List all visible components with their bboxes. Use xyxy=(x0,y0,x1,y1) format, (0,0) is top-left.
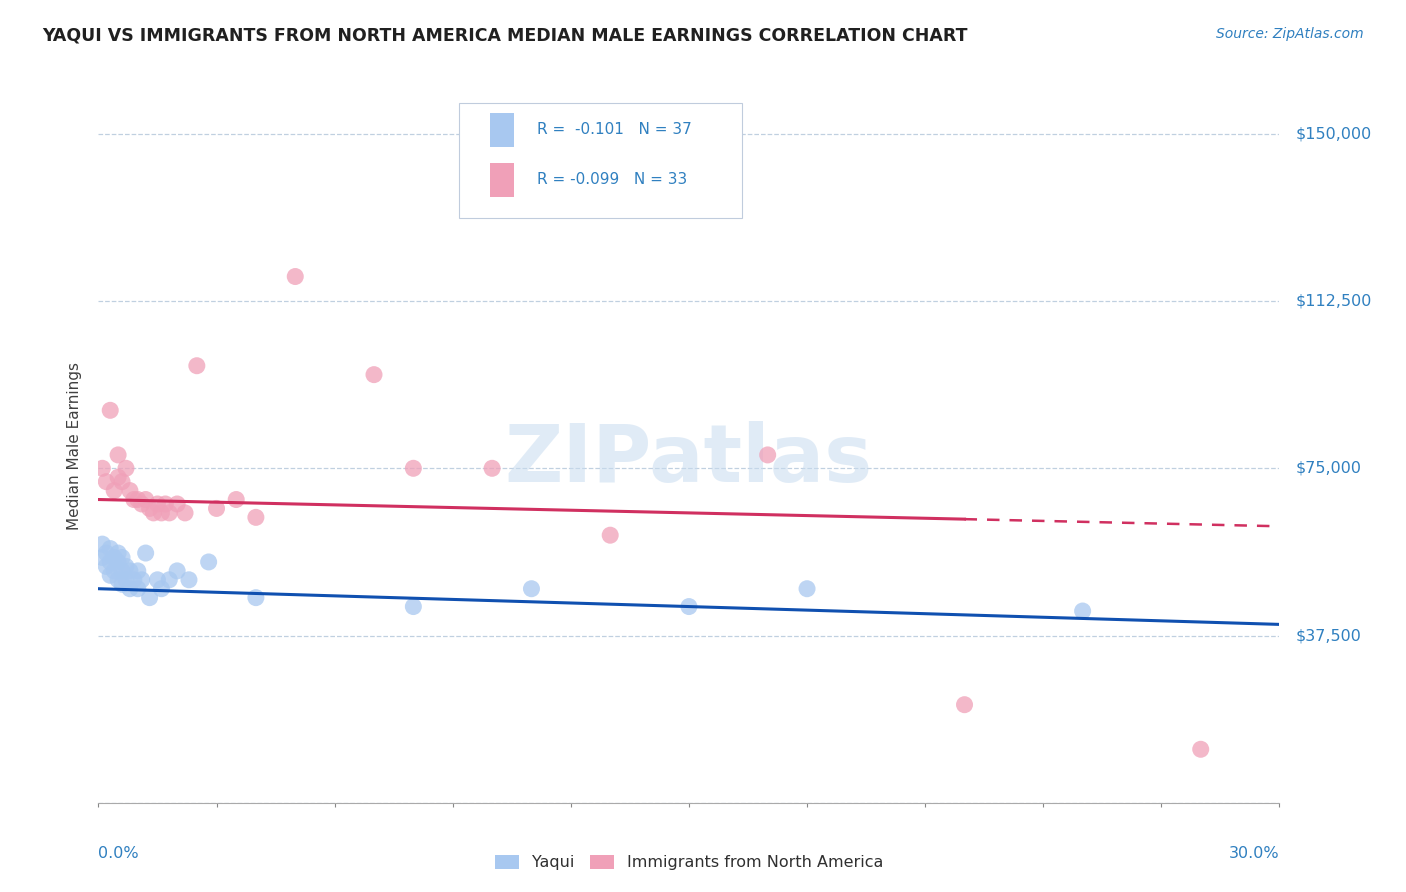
Point xyxy=(150,582,173,596)
FancyBboxPatch shape xyxy=(458,103,742,218)
Point xyxy=(107,573,129,587)
Point xyxy=(142,506,165,520)
Point xyxy=(174,506,197,520)
Point xyxy=(157,573,180,587)
Point xyxy=(146,497,169,511)
Point xyxy=(103,550,125,565)
Point xyxy=(157,506,180,520)
Point xyxy=(186,359,208,373)
Point xyxy=(756,448,779,462)
Point xyxy=(127,582,149,596)
Point xyxy=(122,573,145,587)
Point xyxy=(107,470,129,484)
Point xyxy=(402,599,425,614)
Legend: Yaqui, Immigrants from North America: Yaqui, Immigrants from North America xyxy=(488,848,890,877)
Point xyxy=(98,568,121,582)
FancyBboxPatch shape xyxy=(491,163,513,197)
Point xyxy=(953,698,976,712)
Point xyxy=(111,550,134,565)
Point xyxy=(155,497,177,511)
Point xyxy=(122,492,145,507)
Point xyxy=(197,555,219,569)
Point xyxy=(107,448,129,462)
Point xyxy=(166,497,188,511)
Point xyxy=(402,461,425,475)
FancyBboxPatch shape xyxy=(491,112,513,147)
Text: 30.0%: 30.0% xyxy=(1229,846,1279,861)
Point xyxy=(98,555,121,569)
Point xyxy=(96,475,118,489)
Point xyxy=(481,461,503,475)
Point xyxy=(111,577,134,591)
Point xyxy=(118,483,141,498)
Point xyxy=(135,546,157,560)
Point xyxy=(118,582,141,596)
Point xyxy=(146,573,169,587)
Point xyxy=(225,492,247,507)
Point xyxy=(284,269,307,284)
Point xyxy=(678,599,700,614)
Point xyxy=(96,546,118,560)
Point xyxy=(103,564,125,578)
Text: ZIPatlas: ZIPatlas xyxy=(505,421,873,500)
Point xyxy=(115,461,138,475)
Point xyxy=(796,582,818,596)
Point xyxy=(177,573,200,587)
Point xyxy=(599,528,621,542)
Point xyxy=(138,501,160,516)
Point xyxy=(363,368,385,382)
Point xyxy=(245,510,267,524)
Point xyxy=(127,564,149,578)
Point xyxy=(115,559,138,574)
Point xyxy=(1071,604,1094,618)
Point xyxy=(135,492,157,507)
Point xyxy=(245,591,267,605)
Point xyxy=(150,506,173,520)
Point xyxy=(107,555,129,569)
Text: R = -0.099   N = 33: R = -0.099 N = 33 xyxy=(537,172,688,187)
Point xyxy=(111,564,134,578)
Point xyxy=(131,497,153,511)
Point xyxy=(115,573,138,587)
Point xyxy=(205,501,228,516)
Point xyxy=(96,559,118,574)
Text: Source: ZipAtlas.com: Source: ZipAtlas.com xyxy=(1216,27,1364,41)
Text: $150,000: $150,000 xyxy=(1295,127,1371,141)
Point xyxy=(520,582,543,596)
Point xyxy=(127,492,149,507)
Text: $37,500: $37,500 xyxy=(1295,628,1361,643)
Text: 0.0%: 0.0% xyxy=(98,846,139,861)
Point xyxy=(103,483,125,498)
Point xyxy=(1189,742,1212,756)
Point xyxy=(91,550,114,565)
Point xyxy=(118,564,141,578)
Point xyxy=(98,403,121,417)
Point xyxy=(131,573,153,587)
Point xyxy=(98,541,121,556)
Text: YAQUI VS IMMIGRANTS FROM NORTH AMERICA MEDIAN MALE EARNINGS CORRELATION CHART: YAQUI VS IMMIGRANTS FROM NORTH AMERICA M… xyxy=(42,27,967,45)
Point xyxy=(166,564,188,578)
Point xyxy=(91,537,114,551)
Point xyxy=(138,591,160,605)
Point xyxy=(107,546,129,560)
Text: $75,000: $75,000 xyxy=(1295,461,1361,475)
Text: R =  -0.101   N = 37: R = -0.101 N = 37 xyxy=(537,122,692,137)
Point xyxy=(111,475,134,489)
Y-axis label: Median Male Earnings: Median Male Earnings xyxy=(67,362,83,530)
Text: $112,500: $112,500 xyxy=(1295,293,1372,309)
Point xyxy=(91,461,114,475)
